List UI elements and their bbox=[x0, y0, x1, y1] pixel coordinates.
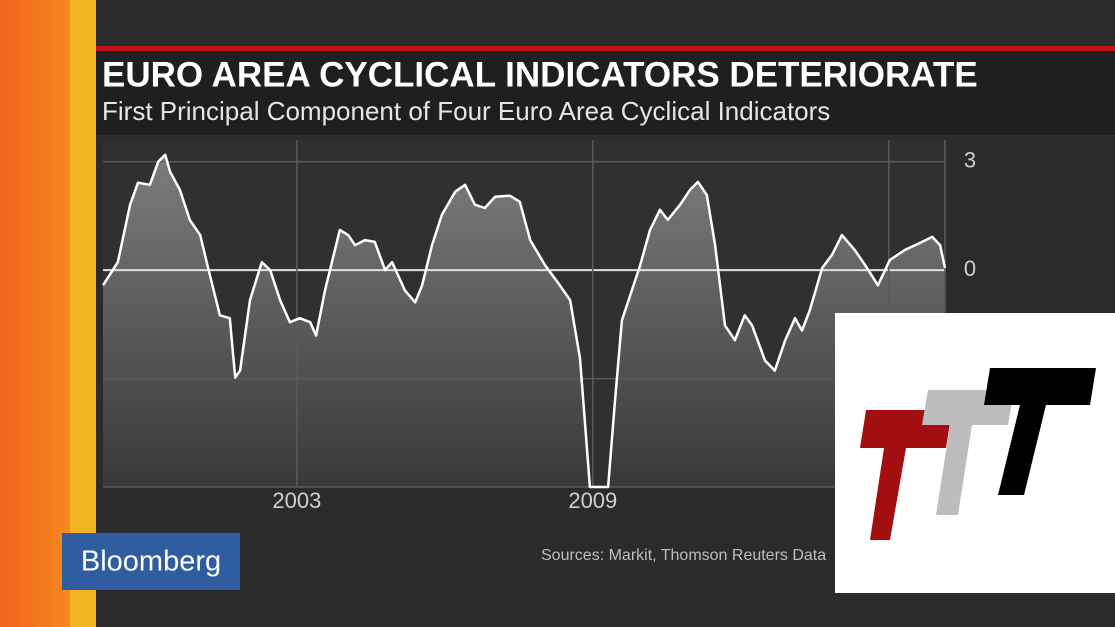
x-tick-label: 2003 bbox=[272, 488, 321, 513]
red-rule bbox=[96, 46, 1115, 51]
logo bbox=[835, 313, 1115, 593]
orange-strip bbox=[0, 0, 70, 627]
chart-subtitle: First Principal Component of Four Euro A… bbox=[102, 96, 830, 126]
source-note: Sources: Markit, Thomson Reuters Data bbox=[541, 547, 826, 564]
y-tick-label: 0 bbox=[964, 256, 976, 281]
brand-label: Bloomberg bbox=[81, 546, 221, 578]
y-tick-label: 3 bbox=[964, 148, 976, 173]
logo-gray-t bbox=[922, 390, 1014, 515]
title-bar bbox=[96, 51, 1115, 135]
logo-background bbox=[835, 313, 1115, 593]
x-tick-label: 2009 bbox=[568, 488, 617, 513]
logo-red-t bbox=[860, 410, 952, 540]
area-fill bbox=[103, 154, 945, 488]
logo-black-t bbox=[984, 368, 1096, 495]
chart-title: EURO AREA CYCLICAL INDICATORS DETERIORAT… bbox=[102, 55, 978, 94]
plot: -6-303200320092015 bbox=[101, 140, 980, 513]
yellow-strip bbox=[70, 0, 96, 627]
brand-box bbox=[62, 533, 240, 590]
area-line bbox=[101, 153, 947, 489]
